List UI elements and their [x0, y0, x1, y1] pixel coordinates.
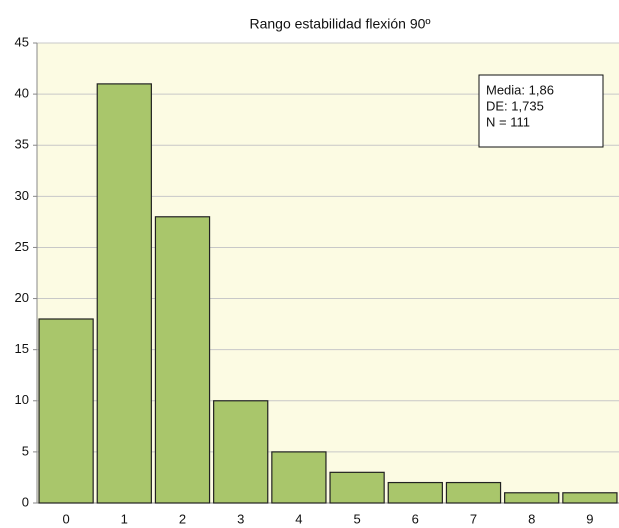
y-tick-label: 40: [15, 86, 29, 101]
bar: [387, 481, 443, 504]
bar: [562, 492, 618, 504]
x-tick-label: 1: [121, 511, 128, 526]
bar: [504, 492, 560, 504]
y-tick-label: 0: [22, 494, 29, 509]
x-tick-label: 0: [62, 511, 69, 526]
bar: [96, 83, 152, 504]
x-tick-label: 4: [295, 511, 302, 526]
bar: [445, 481, 502, 504]
bar: [271, 451, 327, 504]
chart-title: Rango estabilidad flexión 90º: [249, 16, 430, 32]
x-tick-label: 6: [412, 511, 419, 526]
annotation-box: [478, 74, 604, 148]
y-tick-label: 15: [15, 341, 29, 356]
bar: [213, 400, 269, 504]
y-tick-label: 35: [15, 137, 29, 152]
bar: [154, 216, 211, 504]
y-tick-label: 45: [15, 34, 29, 49]
x-tick-label: 8: [528, 511, 535, 526]
x-tick-label: 7: [470, 511, 477, 526]
x-tick-label: 9: [586, 511, 593, 526]
y-tick-label: 10: [15, 392, 29, 407]
y-tick-label: 25: [15, 239, 29, 254]
bar: [38, 318, 94, 504]
x-tick-label: 5: [353, 511, 360, 526]
annotation-line: N = 111: [486, 114, 530, 129]
y-tick-label: 20: [15, 290, 29, 305]
annotation-line: DE: 1,735: [486, 98, 544, 113]
x-tick-label: 2: [179, 511, 186, 526]
y-tick-label: 5: [22, 443, 29, 458]
bar: [329, 471, 385, 504]
annotation-line: Media: 1,86: [486, 82, 554, 97]
x-tick-label: 3: [237, 511, 244, 526]
y-tick-label: 30: [15, 188, 29, 203]
